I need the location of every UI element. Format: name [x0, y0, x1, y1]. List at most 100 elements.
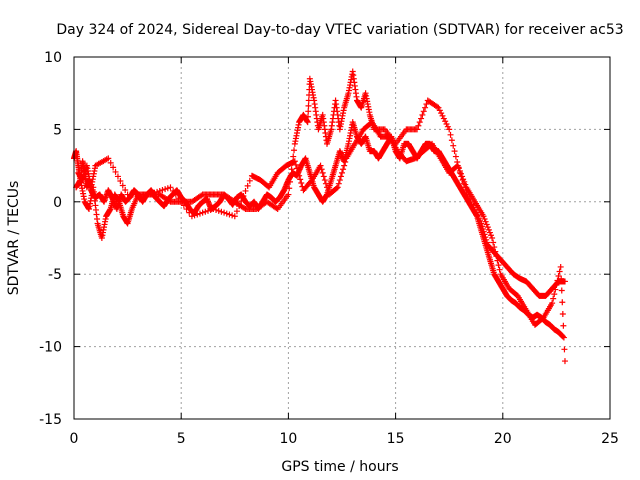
- data-point: [148, 190, 155, 197]
- x-tick-label: 20: [494, 431, 512, 447]
- data-point: [175, 195, 182, 202]
- data-point: [452, 153, 459, 160]
- data-point: [480, 228, 487, 235]
- data-point: [561, 278, 568, 285]
- data-point: [178, 198, 185, 205]
- data-point: [475, 215, 482, 222]
- data-point: [336, 177, 343, 184]
- data-point: [318, 166, 325, 173]
- data-point: [480, 213, 487, 220]
- data-point: [291, 147, 298, 154]
- data-point: [286, 185, 293, 192]
- data-point: [468, 201, 475, 208]
- data-point: [448, 137, 455, 144]
- data-point: [474, 212, 481, 219]
- data-point: [334, 184, 341, 191]
- data-point: [244, 182, 251, 189]
- data-point: [486, 229, 493, 236]
- data-point: [236, 203, 243, 210]
- data-point: [561, 358, 568, 365]
- data-point: [114, 173, 121, 180]
- data-point: [471, 206, 478, 213]
- data-point: [296, 172, 303, 179]
- data-point: [496, 266, 503, 273]
- data-point: [221, 209, 228, 216]
- x-tick-label: 0: [70, 431, 79, 447]
- chart-title: Day 324 of 2024, Sidereal Day-to-day VTE…: [56, 22, 623, 38]
- data-point: [550, 295, 557, 302]
- data-point: [285, 191, 292, 198]
- y-tick-labels: 10 5 0 -5 -10 -15: [39, 50, 62, 428]
- grid-lines: [74, 57, 610, 419]
- data-point: [172, 191, 179, 198]
- data-point: [205, 207, 211, 214]
- y-tick-label: -5: [48, 267, 62, 283]
- y-tick-label: -15: [39, 412, 62, 428]
- data-point: [420, 108, 427, 115]
- data-point: [490, 239, 497, 246]
- series-ac53-track-c: [75, 119, 568, 365]
- data-point: [559, 311, 566, 318]
- data-point: [560, 334, 567, 341]
- data-point: [483, 236, 490, 243]
- data-point: [304, 119, 311, 126]
- x-tick-label: 25: [601, 431, 619, 447]
- data-point: [186, 209, 193, 216]
- data-point: [287, 172, 294, 179]
- data-point: [273, 205, 280, 212]
- data-point: [291, 158, 298, 165]
- data-point: [482, 234, 489, 241]
- data-point: [164, 185, 171, 192]
- data-point: [460, 176, 467, 183]
- data-point: [305, 108, 312, 115]
- data-point: [231, 213, 238, 220]
- data-point: [241, 205, 248, 212]
- data-point: [439, 112, 446, 119]
- data-point: [494, 257, 501, 264]
- data-point: [292, 161, 299, 168]
- data-point: [438, 110, 445, 117]
- data-point: [477, 217, 484, 224]
- data-point: [340, 166, 347, 173]
- data-point: [415, 122, 422, 129]
- y-tick-label: 5: [53, 122, 62, 138]
- data-point: [240, 193, 247, 200]
- data-point: [482, 218, 489, 225]
- data-point: [167, 184, 174, 191]
- data-point: [119, 182, 126, 189]
- data-point: [473, 209, 479, 216]
- data-point: [199, 209, 206, 216]
- data-point: [183, 206, 190, 213]
- series-ac53-track-b: [73, 68, 568, 299]
- data-point: [455, 165, 462, 172]
- data-point: [435, 104, 442, 111]
- data-point: [492, 248, 499, 255]
- data-point: [447, 131, 454, 138]
- data-point: [457, 170, 464, 177]
- data-point: [459, 173, 466, 180]
- data-point: [488, 232, 495, 239]
- data-point: [290, 153, 297, 160]
- data-point: [444, 123, 451, 130]
- data-point: [229, 212, 236, 219]
- data-point: [436, 107, 443, 114]
- data-point: [440, 115, 447, 122]
- data-point: [207, 206, 214, 213]
- data-point: [233, 208, 240, 215]
- data-point: [552, 286, 559, 293]
- data-point: [557, 263, 564, 270]
- data-point: [304, 113, 311, 120]
- data-point: [551, 291, 558, 298]
- data-point: [333, 185, 340, 192]
- data-point: [485, 226, 492, 233]
- data-point: [298, 179, 305, 186]
- data-point: [478, 220, 485, 227]
- data-point: [288, 166, 295, 173]
- data-point: [422, 104, 429, 111]
- data-point: [293, 165, 300, 172]
- data-point: [215, 207, 222, 214]
- data-point: [117, 177, 124, 184]
- data-point: [491, 244, 498, 251]
- data-point: [112, 168, 119, 175]
- data-point: [558, 275, 565, 282]
